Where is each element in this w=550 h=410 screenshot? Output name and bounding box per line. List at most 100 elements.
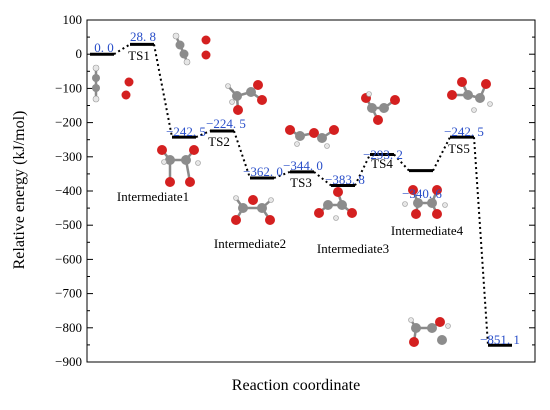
- value-label: −851. 1: [480, 332, 520, 347]
- dotted-connector: [313, 171, 332, 187]
- molecule-structures: [92, 32, 493, 347]
- molecule-atom: [285, 125, 295, 135]
- value-label: −344. 0: [283, 158, 323, 173]
- molecule-atom: [229, 99, 235, 105]
- molecule-atom: [324, 143, 330, 149]
- y-tick-label: −800: [55, 320, 82, 335]
- molecule-product: [408, 317, 451, 347]
- axes: 100 0 −100 −200 −300 −400 −500 −600 −700 −800 −900: [55, 12, 536, 369]
- molecule-ts5: [447, 77, 493, 113]
- molecule-atom: [432, 185, 442, 195]
- molecule-atom: [445, 323, 451, 329]
- molecule-int3: [314, 187, 357, 221]
- molecule-atom: [189, 145, 199, 155]
- energy-levels: [90, 42, 512, 347]
- value-label: −242. 5: [166, 124, 206, 139]
- molecule-atom: [437, 335, 447, 345]
- molecule-atom: [201, 50, 211, 60]
- molecule-atom: [157, 145, 167, 155]
- molecule-atom: [175, 40, 185, 50]
- molecule-atom: [408, 185, 418, 195]
- y-tick-label: −100: [55, 80, 82, 95]
- state-label: Intermediate4: [391, 223, 464, 238]
- molecule-atom: [92, 84, 100, 92]
- molecule-atom: [183, 58, 191, 66]
- dotted-connector: [113, 43, 131, 56]
- molecule-ts1: [172, 32, 211, 66]
- molecule-atom: [165, 177, 175, 187]
- state-label: Intermediate1: [117, 189, 189, 204]
- molecule-atom: [413, 198, 423, 208]
- molecule-int1: [157, 145, 201, 187]
- molecule-atom: [253, 80, 263, 90]
- dotted-connector: [153, 44, 173, 138]
- y-tick-label: −700: [55, 286, 82, 301]
- y-tick-label: −300: [55, 149, 82, 164]
- y-tick-label: 100: [63, 12, 83, 27]
- y-tick-label: 0: [76, 46, 83, 61]
- molecule-atom: [471, 107, 477, 113]
- value-label: −362. 0: [243, 164, 283, 179]
- state-label: TS5: [448, 141, 470, 156]
- molecule-atom: [373, 115, 383, 125]
- molecule-atom: [172, 32, 180, 40]
- molecule-atom: [92, 64, 100, 72]
- molecule-atom: [411, 209, 421, 219]
- molecule-atom: [333, 187, 343, 197]
- molecule-atom: [195, 160, 201, 166]
- value-label: 28. 8: [130, 29, 156, 44]
- state-label: TS1: [128, 48, 150, 63]
- molecule-atom: [295, 131, 305, 141]
- molecule-atom: [294, 141, 300, 147]
- molecule-atom: [179, 49, 189, 59]
- molecule-atom: [124, 77, 134, 87]
- molecule-atom: [481, 79, 491, 89]
- molecule-int2: [231, 195, 275, 225]
- molecule-atom: [447, 90, 457, 100]
- state-label: TS2: [208, 134, 230, 149]
- molecule-ts2: [225, 80, 267, 115]
- molecule-atom: [390, 95, 400, 105]
- y-axis-label: Relative energy (kJ/mol): [11, 111, 28, 270]
- molecule-atom: [463, 90, 473, 100]
- value-label: −340. 6: [402, 186, 442, 201]
- molecule-atom: [329, 125, 339, 135]
- molecule-atom: [427, 198, 437, 208]
- dotted-connector: [473, 137, 489, 346]
- molecule-atom: [185, 177, 195, 187]
- state-label: Intermediate2: [214, 236, 286, 251]
- dotted-connector: [354, 154, 371, 186]
- molecule-atom: [233, 195, 239, 201]
- molecule-atom: [442, 202, 448, 208]
- labels: 0. 028. 8−242. 5−224. 5−362. 0 −344. 0−38…: [94, 29, 520, 347]
- molecule-atom: [92, 95, 100, 103]
- molecule-atom: [233, 105, 243, 115]
- molecule-atom: [165, 155, 175, 165]
- value-label: 0. 0: [94, 40, 114, 55]
- molecule-atom: [238, 203, 248, 213]
- dotted-connector: [233, 130, 251, 179]
- y-tick-label: −600: [55, 251, 82, 266]
- molecule-atom: [92, 74, 100, 82]
- molecule-atom: [181, 155, 191, 165]
- molecule-atom: [411, 323, 421, 333]
- y-tick-label: −400: [55, 183, 82, 198]
- y-tick-label: −900: [55, 354, 82, 369]
- molecule-atom: [309, 128, 319, 138]
- molecule-atom: [379, 103, 389, 113]
- molecule-atom: [248, 195, 258, 205]
- molecule-atom: [317, 133, 327, 143]
- molecule-atom: [225, 83, 231, 89]
- x-axis-label: Reaction coordinate: [232, 377, 360, 394]
- molecule-atom: [457, 77, 467, 87]
- molecule-atom: [367, 103, 377, 113]
- value-label: −224. 5: [206, 116, 246, 131]
- molecule-atom: [268, 197, 274, 203]
- connectors: [113, 43, 489, 346]
- molecule-atom: [257, 203, 267, 213]
- molecule-atom: [231, 215, 241, 225]
- molecule-atom: [314, 208, 324, 218]
- molecule-atom: [432, 209, 442, 219]
- state-label: Intermediate3: [317, 241, 389, 256]
